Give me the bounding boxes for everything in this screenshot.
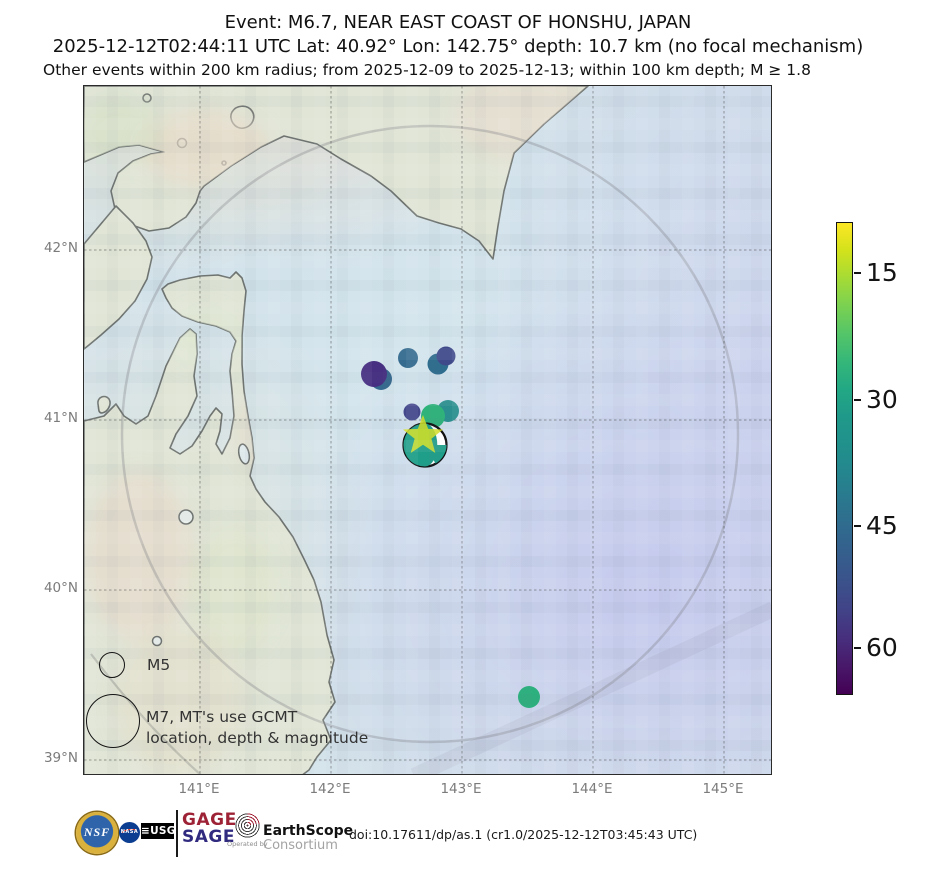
- earthscope-rings-red-arc: [247, 812, 261, 826]
- island: [97, 395, 111, 414]
- gage-logo-text: GAGE: [182, 810, 237, 830]
- map-canvas: [84, 86, 771, 774]
- y-tick-label: 40°N: [43, 580, 78, 596]
- earthscope-consortium: Consortium: [263, 838, 338, 853]
- legend-m5-circle: [99, 652, 125, 678]
- title-line-1: Event: M6.7, NEAR EAST COAST OF HONSHU, …: [224, 12, 692, 33]
- lake: [151, 635, 163, 647]
- nasa-logo: NASA: [119, 822, 140, 843]
- usgs-logo: ≡USGS: [141, 823, 184, 839]
- y-tick-label: 42°N: [43, 240, 78, 256]
- colorbar-tick-label: 45: [866, 511, 898, 540]
- legend-m7-label-line2: location, depth & magnitude: [146, 729, 369, 747]
- graticule: [84, 86, 771, 774]
- nsf-logo-text: NSF: [83, 825, 111, 839]
- earthscope-operated-by: Operated by: [227, 840, 268, 848]
- x-tick-label: 141°E: [178, 781, 220, 797]
- x-tick-label: 144°E: [571, 781, 613, 797]
- event-circle: [518, 686, 540, 708]
- event-circle: [398, 348, 418, 368]
- y-tick-label: 39°N: [43, 750, 78, 766]
- main-event-star: [403, 415, 443, 453]
- y-tick-label: 41°N: [43, 410, 78, 426]
- colorbar-tick-mark: [854, 647, 861, 649]
- colorbar-tick-mark: [854, 525, 861, 527]
- lake-towada: [178, 509, 194, 525]
- event-circle: [421, 404, 445, 428]
- earthscope-wordmark: EarthScope: [263, 823, 354, 839]
- lakes: [151, 443, 251, 647]
- x-tick-label: 143°E: [440, 781, 482, 797]
- title-line-2: 2025-12-12T02:44:11 UTC Lat: 40.92° Lon:…: [52, 36, 864, 57]
- event-markers: [361, 346, 540, 708]
- colorbar-tick-label: 30: [866, 385, 898, 414]
- x-tick-label: 145°E: [702, 781, 744, 797]
- legend-m7-label-line1: M7, MT's use GCMT: [146, 708, 298, 726]
- depth-colorbar: [836, 222, 853, 695]
- colorbar-tick-mark: [854, 272, 861, 274]
- map-panel: M5 M7, MT's use GCMT location, depth & m…: [83, 85, 772, 775]
- legend-m7-circle: [86, 694, 140, 748]
- legend-m5-label: M5: [147, 656, 171, 674]
- earthscope-rings-icon: [234, 812, 261, 839]
- island: [142, 93, 152, 103]
- coast-matsumae-peninsula: [84, 205, 153, 350]
- x-tick-label: 142°E: [309, 781, 351, 797]
- event-circle: [436, 346, 456, 366]
- colorbar-tick-label: 15: [866, 258, 898, 287]
- colorbar-tick-label: 60: [866, 633, 898, 662]
- event-circle: [403, 403, 421, 421]
- title-line-3: Other events within 200 km radius; from …: [43, 61, 811, 79]
- nasa-logo-text: NASA: [120, 829, 139, 835]
- colorbar-tick-mark: [854, 399, 861, 401]
- footer-divider: [176, 810, 178, 857]
- range-circle-200km: [120, 124, 740, 744]
- lagoon-ogawara: [237, 443, 251, 465]
- event-circle: [361, 361, 387, 387]
- nsf-logo: NSF: [76, 812, 118, 854]
- doi-text: doi:10.17611/dp/as.1 (cr1.0/2025-12-12T0…: [349, 827, 698, 842]
- sage-logo-text: SAGE: [182, 827, 235, 847]
